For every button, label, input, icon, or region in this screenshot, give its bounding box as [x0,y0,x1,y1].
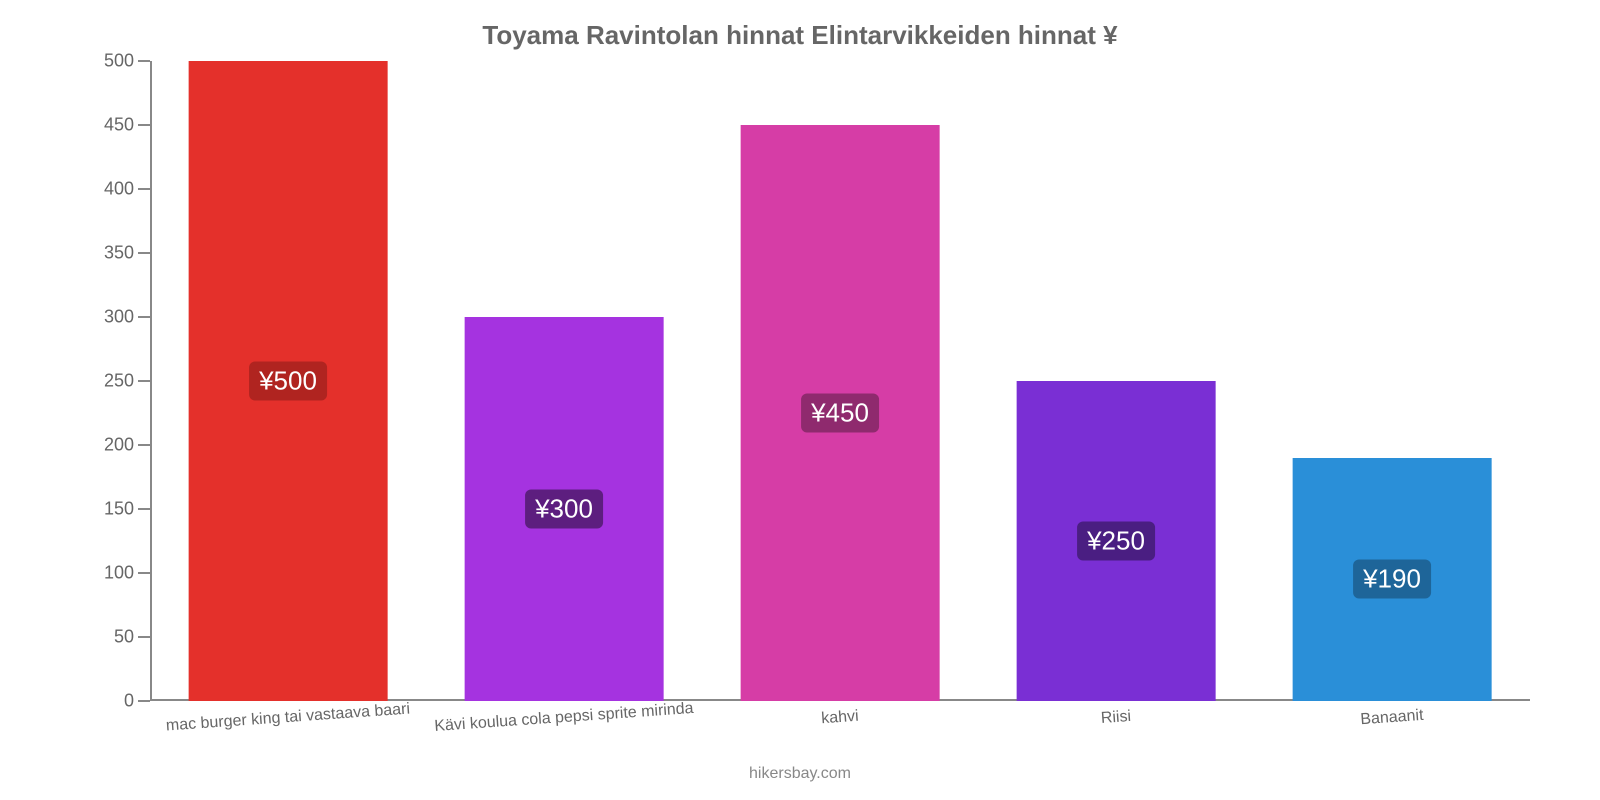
bar-slot: ¥300 [426,61,702,701]
value-label: ¥450 [801,394,879,433]
plot-area: 050100150200250300350400450500 ¥500¥300¥… [150,61,1530,701]
value-label: ¥250 [1077,522,1155,561]
value-label: ¥500 [249,362,327,401]
category-label-slot: Kävi koulua cola pepsi sprite mirinda [426,701,702,761]
bar-slot: ¥450 [702,61,978,701]
bar-slot: ¥250 [978,61,1254,701]
bars-container: ¥500 ¥300 ¥450 ¥250 ¥190 [150,61,1530,701]
value-label: ¥300 [525,490,603,529]
category-label: Banaanit [1360,707,1424,729]
category-label-slot: Riisi [978,701,1254,761]
chart-title: Toyama Ravintolan hinnat Elintarvikkeide… [40,20,1560,51]
y-tick-label: 400 [104,179,150,200]
y-tick-label: 250 [104,371,150,392]
y-tick-label: 150 [104,499,150,520]
y-tick-label: 450 [104,115,150,136]
bar-slot: ¥500 [150,61,426,701]
chart-footer: hikersbay.com [40,765,1560,783]
bar-chart: Toyama Ravintolan hinnat Elintarvikkeide… [0,0,1600,800]
category-label: Kävi koulua cola pepsi sprite mirinda [434,700,694,736]
y-tick-label: 50 [114,627,150,648]
value-label: ¥190 [1353,560,1431,599]
category-label-slot: mac burger king tai vastaava baari [150,701,426,761]
category-label-slot: kahvi [702,701,978,761]
category-label: Riisi [1100,708,1131,728]
y-tick-label: 350 [104,243,150,264]
category-label: mac burger king tai vastaava baari [165,700,410,735]
y-tick-label: 100 [104,563,150,584]
y-tick-label: 300 [104,307,150,328]
y-tick-label: 500 [104,51,150,72]
y-tick-label: 0 [124,691,150,712]
bar-slot: ¥190 [1254,61,1530,701]
category-labels: mac burger king tai vastaava baari Kävi k… [150,701,1530,761]
category-label: kahvi [821,708,860,729]
y-tick-label: 200 [104,435,150,456]
category-label-slot: Banaanit [1254,701,1530,761]
